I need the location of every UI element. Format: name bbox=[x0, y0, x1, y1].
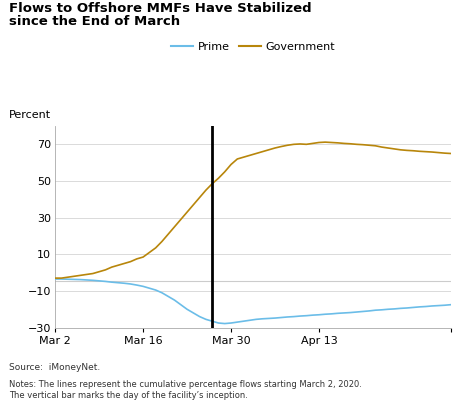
Text: Source:  iMoneyNet.: Source: iMoneyNet. bbox=[9, 363, 100, 372]
Text: Percent: Percent bbox=[9, 110, 51, 120]
Text: Flows to Offshore MMFs Have Stabilized: Flows to Offshore MMFs Have Stabilized bbox=[9, 2, 311, 15]
Text: since the End of March: since the End of March bbox=[9, 15, 180, 28]
Legend: Prime, Government: Prime, Government bbox=[166, 37, 339, 56]
Text: Notes: The lines represent the cumulative percentage flows starting March 2, 202: Notes: The lines represent the cumulativ… bbox=[9, 380, 361, 399]
